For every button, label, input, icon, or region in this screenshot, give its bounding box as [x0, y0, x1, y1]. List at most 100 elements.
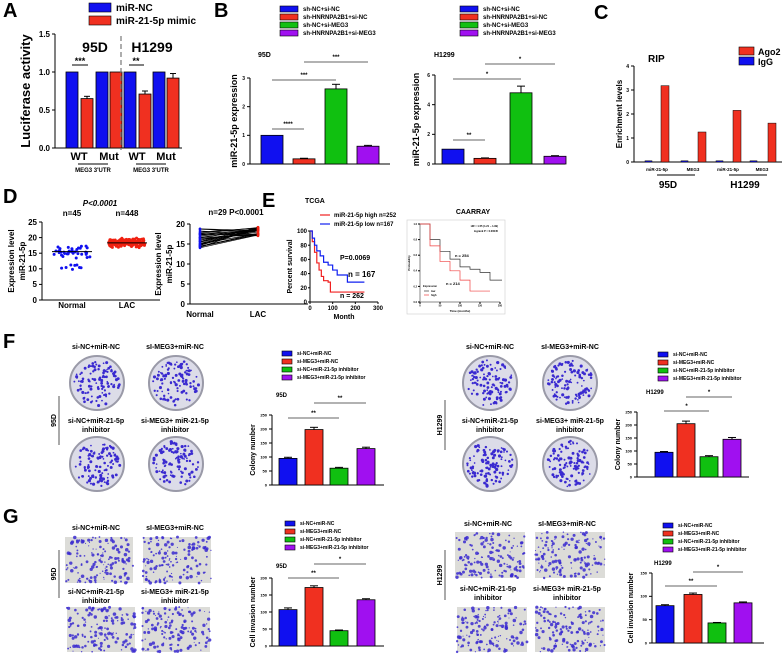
- invaded-cell: [486, 609, 489, 612]
- colony-dot: [578, 375, 582, 379]
- colony-dot: [100, 484, 103, 487]
- invaded-cell: [147, 628, 150, 630]
- colony-dot: [109, 466, 113, 469]
- invaded-cell: [577, 572, 581, 576]
- colony-dot: [563, 396, 566, 398]
- bar: [722, 438, 742, 478]
- invaded-cell: [540, 565, 544, 569]
- invaded-cell: [170, 560, 172, 563]
- colony-dot: [101, 477, 106, 481]
- invaded-cell: [82, 623, 87, 627]
- colony-dot: [174, 398, 177, 401]
- colony-dot: [482, 448, 486, 452]
- colony-dot: [493, 470, 497, 474]
- invaded-cell: [122, 567, 125, 571]
- invaded-cell: [497, 640, 500, 642]
- invaded-cell: [191, 615, 193, 618]
- colony-dot: [101, 392, 104, 394]
- legend-entry: si-NC+miR-21-5p inhibitor: [673, 368, 735, 374]
- invaded-cell: [543, 608, 546, 610]
- condition-label: si-NC+miR-21-5p: [68, 418, 124, 425]
- invaded-cell: [191, 569, 193, 571]
- colony-dot: [472, 375, 476, 379]
- invaded-cell: [145, 610, 147, 612]
- colony-dot: [164, 374, 168, 378]
- invaded-cell: [133, 633, 135, 635]
- colony-dot: [176, 387, 179, 390]
- invaded-cell: [565, 627, 568, 630]
- invaded-cell: [474, 557, 476, 560]
- colony-dot: [578, 373, 582, 377]
- invaded-cell: [564, 616, 567, 619]
- colony-dot: [189, 385, 192, 388]
- colony-dot: [577, 464, 580, 467]
- invaded-cell: [592, 611, 596, 615]
- invaded-cell: [94, 581, 97, 584]
- significance-label: **: [467, 133, 472, 139]
- colony-dot: [483, 389, 486, 393]
- colony-dot: [101, 375, 105, 379]
- invaded-cell: [141, 639, 144, 642]
- invaded-cell: [175, 649, 180, 653]
- invaded-cell: [165, 563, 168, 566]
- colony-dot: [79, 449, 83, 452]
- invaded-cell: [196, 576, 198, 578]
- data-point: [198, 243, 202, 246]
- invaded-cell: [65, 568, 68, 571]
- colony-dot: [75, 375, 79, 379]
- invaded-cell: [104, 635, 106, 637]
- colony-dot: [583, 372, 586, 376]
- colony-dot: [577, 471, 580, 474]
- colony-dot: [467, 387, 470, 391]
- invaded-cell: [579, 561, 582, 564]
- invaded-cell: [602, 537, 606, 540]
- legend-swatch: [459, 29, 479, 37]
- invaded-cell: [116, 620, 119, 622]
- colony-dot: [489, 466, 492, 468]
- invaded-cell: [552, 633, 555, 637]
- colony-dot: [499, 384, 503, 388]
- invaded-cell: [503, 569, 506, 573]
- condition-label: sI-MEG3+miR-NC: [541, 344, 599, 351]
- invaded-cell: [545, 560, 547, 562]
- invaded-cell: [176, 561, 179, 564]
- invaded-cell: [191, 548, 194, 552]
- invaded-cell: [515, 569, 519, 572]
- invaded-cell: [493, 621, 496, 624]
- y-axis-label: miR-21-5p expression: [229, 74, 239, 168]
- invaded-cell: [497, 554, 500, 557]
- invaded-cell: [485, 609, 487, 612]
- invaded-cell: [594, 561, 598, 565]
- invaded-cell: [586, 631, 590, 636]
- invaded-cell: [74, 608, 77, 612]
- invaded-cell: [535, 605, 539, 609]
- invaded-cell: [491, 551, 494, 554]
- invaded-cell: [588, 544, 591, 547]
- paired-line: [199, 234, 259, 249]
- legend-entry: si-MEG3+miR-21-5p inhibitor: [297, 375, 366, 381]
- colony-dot: [102, 385, 105, 388]
- invaded-cell: [148, 642, 153, 647]
- invaded-cell: [161, 536, 165, 540]
- colony-dot: [485, 461, 488, 465]
- data-point: [85, 256, 89, 260]
- invaded-cell: [563, 613, 566, 617]
- condition-label: inhibitor: [82, 427, 110, 434]
- invaded-cell: [507, 540, 511, 543]
- invaded-cell: [166, 570, 169, 573]
- invaded-cell: [600, 620, 602, 622]
- colony-dot: [504, 459, 507, 462]
- invaded-cell: [148, 581, 153, 585]
- colony-dot: [580, 385, 583, 387]
- invaded-cell: [202, 623, 206, 627]
- invaded-cell: [471, 548, 474, 551]
- colony-dot: [158, 470, 161, 472]
- colony-dot: [156, 377, 159, 380]
- legend-swatch: [738, 46, 755, 56]
- invaded-cell: [501, 557, 504, 560]
- invaded-cell: [194, 536, 198, 539]
- invaded-cell: [105, 608, 109, 613]
- x-tick-label: MEG3: [687, 167, 700, 172]
- colony-dot: [509, 388, 512, 391]
- colony-dot: [551, 369, 555, 373]
